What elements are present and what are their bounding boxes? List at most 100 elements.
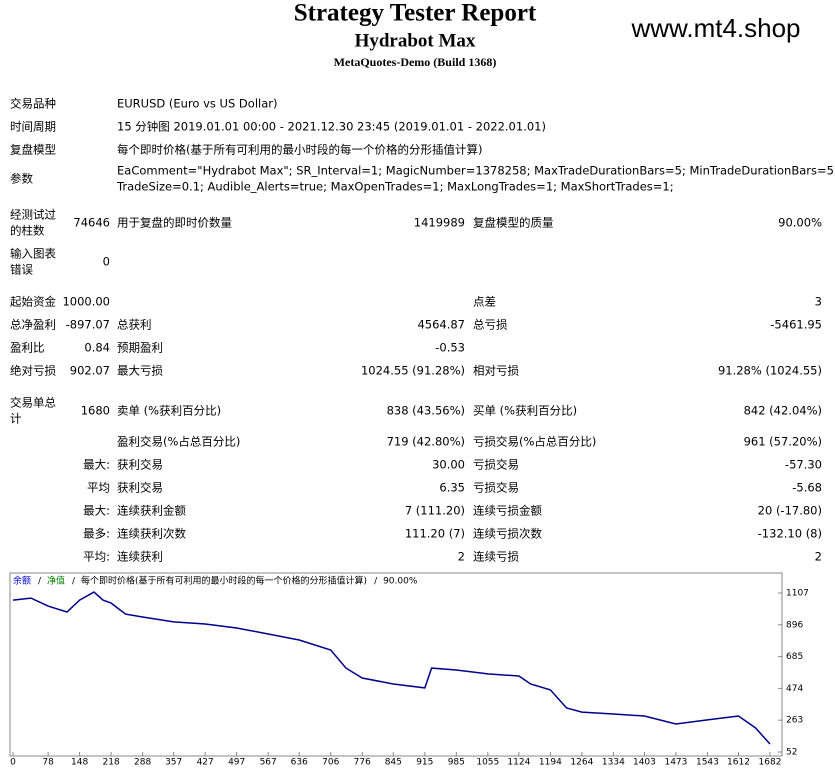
- cell-label3: 总亏损: [473, 318, 508, 332]
- cell-label: 时间周期: [10, 120, 56, 134]
- x-tick-label: 1334: [602, 758, 625, 768]
- cell-value3: 842 (42.04%): [744, 404, 822, 418]
- legend-item: 90.00%: [383, 577, 418, 587]
- cell-value2: 111.20 (7): [405, 527, 465, 541]
- cell-label2: 连续获利: [117, 550, 163, 564]
- cell-label3: 亏损交易(%占总百分比): [473, 435, 596, 449]
- cell-label2: 最大亏损: [117, 364, 163, 378]
- x-tick-label: 1682: [759, 758, 782, 768]
- cell-value: 最多:: [83, 527, 110, 541]
- cell-label: 复盘模型: [10, 143, 56, 157]
- legend-item: 净值: [47, 575, 65, 587]
- cell-value3: 20 (-17.80): [758, 504, 822, 518]
- x-tick-label: 985: [448, 758, 465, 768]
- cell-value2: 1419989: [414, 216, 465, 230]
- cell-text: 每个即时价格(基于所有可利用的最小时段的每一个价格的分形插值计算): [117, 143, 482, 157]
- x-tick-label: 706: [322, 758, 339, 768]
- cell-label2: 总获利: [117, 318, 152, 332]
- cell-label3: 买单 (%获利百分比): [473, 404, 577, 418]
- x-tick-label: 0: [10, 758, 16, 768]
- cell-label: 经测试过: [10, 208, 56, 222]
- balance-line: [12, 591, 771, 745]
- x-tick-label: 1543: [696, 758, 719, 768]
- cell-label3: 相对亏损: [473, 364, 519, 378]
- cell-value2: 2: [458, 550, 465, 564]
- y-tick-label: 896: [786, 620, 803, 630]
- cell-value: 平均: [87, 481, 110, 495]
- cell-label2: 连续获利次数: [117, 527, 186, 541]
- cell-label3: 连续亏损: [473, 550, 519, 564]
- cell-label2: 预期盈利: [117, 341, 163, 355]
- cell-value2: -0.53: [435, 341, 465, 355]
- cell-value: 0: [103, 255, 110, 269]
- x-tick-label: 1194: [539, 758, 562, 768]
- cell-label2: 卖单 (%获利百分比): [117, 404, 221, 418]
- cell-label3: 连续亏损次数: [473, 527, 542, 541]
- x-tick-label: 567: [260, 758, 277, 768]
- y-tick-label: 263: [786, 716, 803, 726]
- legend-separator: /: [72, 577, 76, 587]
- report-subtitle: Hydrabot Max: [355, 30, 476, 51]
- cell-value3: 91.28% (1024.55): [718, 364, 822, 378]
- x-tick-label: 1124: [507, 758, 530, 768]
- cell-label: 的柱数: [10, 224, 45, 238]
- y-tick-label: 52: [786, 748, 797, 758]
- chart-frame: [9, 572, 783, 757]
- cell-value3: -5461.95: [770, 318, 822, 332]
- x-tick-label: 636: [291, 758, 308, 768]
- cell-value: 最大:: [83, 458, 110, 472]
- cell-value2: 30.00: [432, 458, 465, 472]
- legend-separator: /: [374, 577, 378, 587]
- legend-item: 每个即时价格(基于所有可利用的最小时段的每一个价格的分形插值计算): [81, 575, 367, 587]
- y-tick-label: 1107: [786, 589, 809, 599]
- cell-value: 1680: [81, 404, 110, 418]
- x-tick-label: 427: [197, 758, 214, 768]
- cell-text: EURUSD (Euro vs US Dollar): [117, 97, 277, 111]
- cell-text: 15 分钟图 2019.01.01 00:00 - 2021.12.30 23:…: [117, 120, 546, 134]
- cell-label3: 连续亏损金额: [473, 504, 542, 518]
- cell-value: 74646: [73, 216, 110, 230]
- x-tick-label: 845: [385, 758, 402, 768]
- cell-label: 总净盈利: [10, 318, 56, 332]
- cell-label2: 连续获利金额: [117, 504, 186, 518]
- cell-value: 902.07: [70, 364, 110, 378]
- x-tick-label: 776: [354, 758, 371, 768]
- cell-text: EaComment="Hydrabot Max"; SR_Interval=1;…: [117, 164, 835, 178]
- cell-value: 0.84: [84, 341, 110, 355]
- cell-value3: -57.30: [785, 458, 822, 472]
- cell-value2: 838 (43.56%): [387, 404, 465, 418]
- y-tick-label: 474: [786, 684, 803, 694]
- cell-value: 最大:: [83, 504, 110, 518]
- cell-text: TradeSize=0.1; Audible_Alerts=true; MaxO…: [116, 180, 674, 194]
- cell-value: -897.07: [66, 318, 110, 332]
- cell-label: 盈利比: [10, 341, 45, 355]
- cell-label: 错误: [10, 263, 33, 277]
- legend-separator: /: [38, 577, 42, 587]
- cell-label2: 获利交易: [117, 481, 163, 495]
- cell-label3: 复盘模型的质量: [473, 216, 554, 230]
- cell-label: 起始资金: [10, 295, 56, 309]
- cell-label: 交易单总: [10, 396, 56, 410]
- cell-value3: 961 (57.20%): [744, 435, 822, 449]
- x-tick-label: 78: [42, 758, 54, 768]
- cell-value3: -132.10 (8): [758, 527, 822, 541]
- cell-value3: 90.00%: [778, 216, 822, 230]
- cell-label2: 获利交易: [117, 458, 163, 472]
- cell-label: 计: [10, 412, 22, 426]
- cell-label: 参数: [10, 172, 33, 186]
- cell-label3: 亏损交易: [473, 481, 519, 495]
- x-tick-label: 288: [134, 758, 151, 768]
- x-tick-label: 915: [416, 758, 433, 768]
- x-tick-label: 1055: [476, 758, 499, 768]
- x-tick-label: 357: [165, 758, 182, 768]
- report-title: Strategy Tester Report: [294, 0, 537, 27]
- cell-value3: 3: [815, 295, 822, 309]
- x-tick-label: 497: [228, 758, 245, 768]
- cell-label2: 盈利交易(%占总百分比): [117, 435, 240, 449]
- cell-label: 绝对亏损: [10, 364, 56, 378]
- y-tick-label: 685: [786, 652, 803, 662]
- x-tick-label: 218: [103, 758, 120, 768]
- cell-label2: 用于复盘的即时价数量: [117, 216, 232, 230]
